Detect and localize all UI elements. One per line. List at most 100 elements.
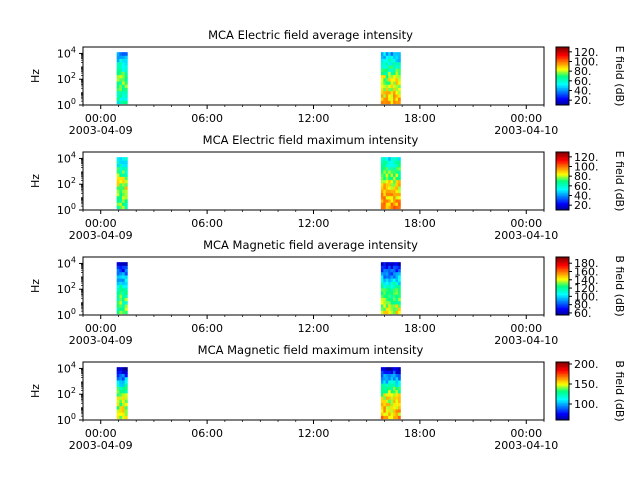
heatmap-cell [119, 77, 123, 82]
heatmap-cell [116, 262, 120, 266]
heatmap-cell [116, 163, 120, 168]
heatmap-cell [393, 373, 396, 378]
heatmap-cell [124, 281, 128, 286]
heatmap-cell [388, 262, 392, 266]
heatmap-cell [383, 415, 387, 420]
colorbar-segment [556, 262, 569, 265]
heatmap-cell [124, 192, 128, 197]
colorbar-segment [556, 80, 569, 83]
heatmap-cell [393, 268, 396, 273]
heatmap-cell [380, 386, 384, 391]
colorbar-tick-label: 100. [574, 56, 599, 69]
heatmap-cell [380, 71, 384, 76]
colorbar-segment [556, 369, 569, 372]
heatmap-cell [119, 389, 123, 394]
heatmap-cell [116, 373, 120, 378]
heatmap-cell [119, 287, 123, 292]
heatmap-cell [119, 61, 123, 66]
heatmap-cell [397, 275, 401, 279]
heatmap-cell [119, 380, 123, 384]
heatmap-cell [388, 304, 392, 308]
colorbar-segment [556, 198, 569, 201]
colorbar-tick-label: 100. [574, 290, 599, 303]
colorbar-frame [555, 46, 570, 106]
heatmap-cell [388, 176, 392, 181]
heatmap-cell [385, 278, 389, 282]
heatmap-cell [116, 370, 120, 374]
heatmap-cell [380, 367, 384, 371]
heatmap-cell [383, 297, 387, 302]
heatmap-cell [124, 189, 128, 193]
heatmap-cell [116, 61, 120, 66]
heatmap-cell [124, 284, 128, 289]
colorbar-segment [556, 362, 569, 364]
heatmap-cell [388, 202, 392, 206]
heatmap-cell [390, 291, 394, 295]
heatmap-cell [393, 170, 396, 174]
heatmap-cell [122, 166, 126, 171]
heatmap-cell [116, 310, 120, 315]
heatmap-cell [390, 179, 394, 184]
heatmap-cell [116, 307, 120, 311]
heatmap-cell [380, 275, 384, 279]
heatmap-cell [385, 90, 389, 95]
heatmap-cell [388, 291, 392, 295]
heatmap-cell [124, 87, 128, 92]
heatmap-cell [124, 310, 128, 315]
heatmap-layer [116, 52, 401, 105]
heatmap-cell [383, 278, 387, 282]
heatmap-cell [390, 412, 394, 416]
heatmap-cell [383, 65, 387, 69]
colorbar-segment [556, 57, 569, 59]
heatmap-cell [397, 61, 401, 66]
heatmap-cell [393, 61, 396, 66]
heatmap-cell [390, 74, 394, 79]
heatmap-cell [390, 287, 394, 292]
colorbar-segment [556, 166, 569, 169]
heatmap-cell [385, 284, 389, 289]
y-tick-label: 104 [57, 150, 76, 165]
heatmap-cell [397, 179, 401, 184]
heatmap-cell [122, 170, 126, 174]
heatmap-cell [122, 383, 126, 387]
heatmap-cell [124, 97, 128, 101]
heatmap-cell [380, 94, 384, 98]
heatmap-cell [119, 81, 123, 85]
colorbar-tick-label: 150. [574, 378, 599, 391]
heatmap-cell [393, 100, 396, 105]
colorbar-label: B field (dB) [613, 255, 626, 316]
colorbar-segment [556, 418, 569, 421]
heatmap-cell [397, 189, 401, 193]
heatmap-cell [383, 71, 387, 76]
x-tick-label: 00:00 [510, 217, 542, 230]
colorbar-tick-label: 200. [574, 358, 599, 371]
colorbar-tick-label: 100. [574, 161, 599, 174]
x-tick-label: 00:00 [85, 427, 117, 440]
colorbar-segment [556, 159, 569, 162]
colorbar-segment [556, 417, 569, 419]
axes-frame [82, 151, 545, 211]
heatmap-cell [388, 90, 392, 95]
colorbar-segment [556, 89, 569, 91]
colorbar-segment [556, 103, 569, 106]
heatmap-cell [124, 300, 128, 305]
heatmap-cell [385, 281, 389, 286]
heatmap-cell [119, 392, 123, 397]
colorbar-segment [556, 307, 569, 310]
heatmap-cell [116, 199, 120, 203]
heatmap-cell [388, 58, 392, 63]
heatmap-cell [390, 297, 394, 302]
heatmap-cell [116, 97, 120, 101]
heatmap-cell [116, 278, 120, 282]
heatmap-cell [388, 278, 392, 282]
heatmap-cell [393, 376, 396, 381]
heatmap-cell [385, 71, 389, 76]
heatmap-cell [116, 81, 120, 85]
heatmap-cell [390, 402, 394, 407]
data-segment [116, 367, 128, 420]
heatmap-cell [116, 304, 120, 308]
heatmap-cell [124, 84, 128, 88]
heatmap-cell [388, 173, 392, 177]
heatmap-cell [385, 202, 389, 206]
heatmap-cell [116, 284, 120, 289]
